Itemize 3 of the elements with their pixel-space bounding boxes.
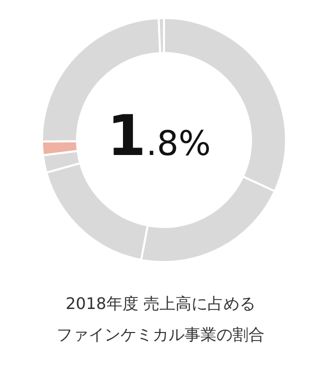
text: 1.8% — [107, 104, 211, 169]
text: 2018年度 売上高に占める — [64, 293, 256, 315]
text: ファインケミカル事業の割合 — [56, 324, 266, 346]
